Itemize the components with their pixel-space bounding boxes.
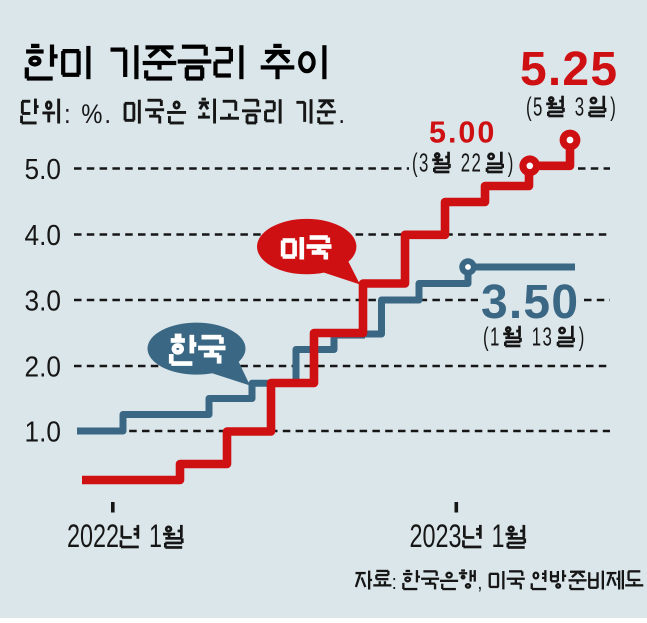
svg-text:4.0: 4.0 bbox=[25, 219, 61, 251]
svg-text:,: , bbox=[477, 572, 487, 594]
svg-text:3.50: 3.50 bbox=[481, 276, 579, 329]
svg-text:2023: 2023 bbox=[410, 517, 462, 554]
svg-text:5.00: 5.00 bbox=[429, 116, 496, 150]
svg-text:1: 1 bbox=[143, 517, 163, 554]
svg-text::: : bbox=[392, 572, 402, 594]
svg-text:2.0: 2.0 bbox=[25, 351, 61, 383]
svg-text:(1: (1 bbox=[483, 322, 501, 352]
svg-text:: %.: : %. bbox=[64, 100, 122, 129]
svg-text:(3: (3 bbox=[412, 148, 430, 178]
svg-text:1.0: 1.0 bbox=[25, 416, 61, 448]
svg-text:): ) bbox=[610, 92, 617, 122]
svg-text:.: . bbox=[338, 100, 347, 129]
svg-text:3.0: 3.0 bbox=[25, 285, 61, 317]
svg-text:22: 22 bbox=[455, 148, 483, 178]
svg-text:13: 13 bbox=[526, 322, 554, 352]
svg-text:): ) bbox=[579, 322, 586, 352]
svg-text:2022: 2022 bbox=[67, 517, 119, 554]
svg-text:1: 1 bbox=[485, 517, 505, 554]
svg-text:): ) bbox=[508, 148, 515, 178]
svg-text:(5: (5 bbox=[526, 92, 544, 122]
svg-text:5.25: 5.25 bbox=[520, 43, 618, 96]
svg-text:5.0: 5.0 bbox=[25, 153, 61, 185]
svg-text:3: 3 bbox=[569, 92, 586, 122]
